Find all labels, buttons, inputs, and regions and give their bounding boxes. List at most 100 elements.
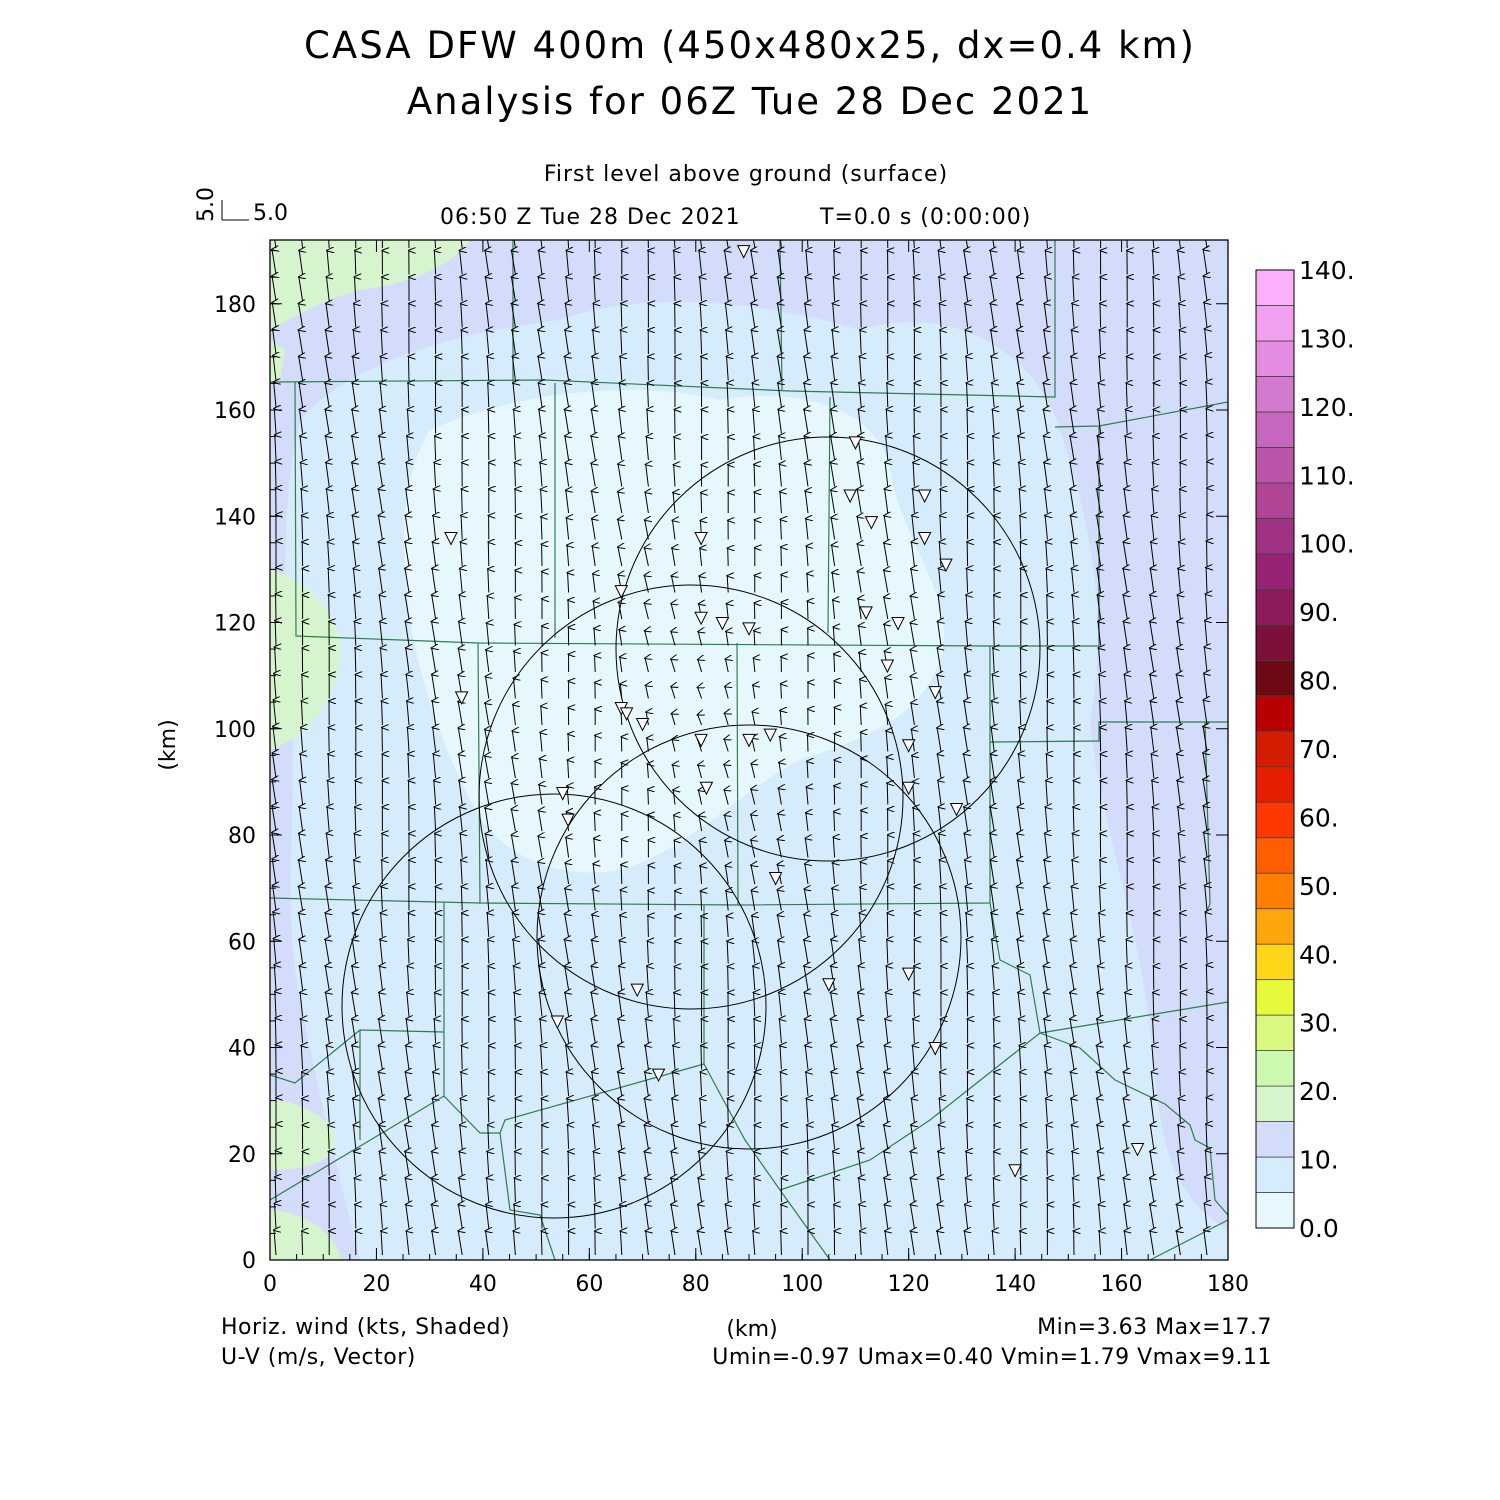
wind-vector: [325, 357, 329, 381]
wind-vector: [354, 277, 355, 302]
wind-vector: [565, 304, 568, 328]
wind-vector: [432, 622, 436, 646]
wind-vector: [565, 940, 569, 964]
wind-vector: [725, 1205, 728, 1229]
wind-vector: [1150, 1205, 1154, 1229]
wind-vector: [860, 1231, 861, 1256]
wind-vector: [591, 1046, 595, 1070]
wind-vector: [939, 277, 941, 302]
wind-vector: [432, 701, 435, 726]
wind-vector: [353, 542, 356, 567]
wind-vector: [539, 993, 542, 1017]
wind-vector: [487, 357, 489, 381]
wind-vector: [593, 330, 595, 355]
wind-vector: [648, 916, 649, 938]
wind-vector: [751, 277, 755, 302]
colorbar-swatch: [1255, 908, 1295, 945]
wind-vector: [512, 757, 516, 779]
wind-vector: [274, 240, 277, 249]
wind-vector: [458, 1205, 462, 1229]
wind-vector: [301, 728, 303, 752]
wind-vector: [674, 251, 675, 275]
wind-vector: [751, 890, 754, 911]
wind-vector: [647, 383, 648, 408]
wind-vector: [1124, 1046, 1127, 1070]
wind-vector: [911, 1125, 915, 1150]
wind-vector: [488, 966, 489, 991]
wind-vector: [698, 1178, 701, 1203]
wind-vector: [299, 357, 303, 381]
wind-vector: [647, 941, 648, 964]
wind-vector: [671, 1152, 675, 1176]
wind-vector: [538, 304, 542, 328]
wind-vector: [1150, 648, 1154, 673]
wind-vector: [884, 516, 888, 540]
wind-vector: [992, 966, 994, 991]
wind-vector: [647, 764, 648, 779]
wind-vector: [1098, 966, 1101, 991]
wind-vector: [566, 1046, 569, 1070]
wind-vector: [965, 1205, 968, 1229]
wind-vector: [406, 648, 409, 673]
wind-vector: [964, 675, 967, 699]
wind-vector: [593, 889, 596, 911]
wind-vector: [646, 993, 648, 1017]
wind-vector: [434, 781, 436, 805]
wind-vector: [272, 276, 276, 302]
wind-vector: [645, 631, 649, 646]
colorbar-swatch: [1255, 269, 1295, 306]
wind-vector: [754, 631, 755, 646]
wind-vector: [514, 966, 516, 991]
wind-vector: [778, 357, 782, 381]
wind-vector: [990, 860, 994, 885]
wind-vector: [299, 807, 302, 832]
wind-vector: [725, 815, 729, 832]
wind-vector: [751, 304, 755, 328]
wind-vector: [834, 812, 835, 832]
wind-vector: [1097, 993, 1100, 1017]
wind-vector: [325, 913, 329, 938]
wind-vector: [1152, 489, 1154, 514]
colorbar-swatch: [1255, 1192, 1295, 1229]
wind-vector: [751, 815, 755, 832]
wind-vector: [1123, 542, 1127, 567]
wind-vector: [513, 1231, 515, 1256]
wind-vector: [911, 569, 914, 593]
wind-vector: [381, 887, 382, 911]
wind-vector: [806, 787, 808, 805]
wind-vector: [1180, 1046, 1181, 1070]
y-tick-label: 80: [228, 824, 256, 849]
wind-vector: [326, 993, 330, 1017]
wind-vector: [406, 489, 409, 514]
wind-vector: [408, 913, 409, 938]
wind-vector: [647, 410, 649, 434]
wind-vector: [300, 966, 303, 991]
wind-vector: [964, 728, 968, 752]
wind-vector: [405, 516, 409, 540]
wind-vector: [620, 383, 622, 408]
wind-vector: [273, 356, 276, 381]
colorbar-swatch: [1255, 872, 1295, 910]
colorbar-swatch: [1255, 588, 1295, 626]
wind-vector: [486, 240, 490, 249]
wind-vector: [326, 860, 329, 885]
wind-vector: [940, 330, 941, 355]
wind-vector: [700, 240, 703, 249]
wind-vector: [619, 941, 621, 964]
wind-vector: [352, 993, 356, 1017]
wind-vector: [593, 304, 595, 328]
wind-vector: [352, 1072, 355, 1097]
wind-vector: [1125, 701, 1127, 726]
wind-vector: [460, 569, 462, 593]
wind-vector: [991, 357, 994, 381]
wind-vector: [538, 383, 542, 408]
wind-vector: [1097, 1072, 1101, 1097]
wind-vector: [1017, 887, 1021, 911]
wind-vector: [379, 1152, 382, 1176]
wind-vector: [353, 913, 356, 938]
wind-vector: [273, 329, 276, 355]
wind-vector: [671, 1178, 675, 1203]
wind-vector: [939, 1125, 941, 1150]
wind-vector: [325, 966, 329, 991]
wind-vector: [458, 702, 462, 726]
